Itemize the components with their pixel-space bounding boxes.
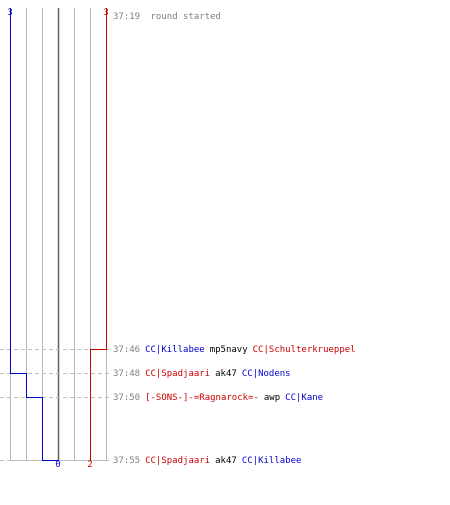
event-row: 37:48 CC|Spadjaari ak47 CC|Nodens <box>113 369 291 379</box>
event-row: 37:46 CC|Killabee mp5navy CC|Schulterkruepp… <box>113 345 356 355</box>
event-victim: CC|Kane <box>285 393 323 403</box>
red-team-final-count: 2 <box>87 460 92 470</box>
event-victim: CC|Nodens <box>242 369 291 379</box>
event-row: 37:55 CC|Spadjaari ak47 CC|Killabee <box>113 456 301 466</box>
blue-team-start-count: 3 <box>7 8 12 18</box>
round-start-row: 37:19 round started <box>113 12 221 22</box>
event-weapon: ak47 <box>215 456 237 466</box>
timeline-grid <box>10 8 107 461</box>
event-time: 37:46 <box>113 345 140 355</box>
event-time: 37:48 <box>113 369 140 379</box>
event-weapon: ak47 <box>215 369 237 379</box>
event-time: 37:50 <box>113 393 140 403</box>
event-weapon: awp <box>264 393 280 403</box>
event-attacker: [-SONS-]-=Ragnarock=- <box>145 393 259 403</box>
event-weapon: mp5navy <box>210 345 249 355</box>
event-list: 37:46 CC|Killabee mp5navy CC|Schulterkruepp… <box>113 345 356 466</box>
event-victim: CC|Schulterkrueppel <box>253 345 356 355</box>
event-connector-lines <box>0 349 110 461</box>
event-attacker: CC|Killabee <box>145 345 205 355</box>
event-time: 37:55 <box>113 456 140 466</box>
blue-team-alive-line <box>10 8 59 461</box>
event-victim: CC|Killabee <box>242 456 302 466</box>
red-team-start-count: 3 <box>103 8 108 18</box>
event-attacker: CC|Spadjaari <box>145 369 210 379</box>
round-start-time: 37:19 <box>113 12 140 22</box>
red-team-alive-line <box>90 8 107 461</box>
blue-team-final-count: 0 <box>55 460 60 470</box>
event-row: 37:50 [-SONS-]-=Ragnarock=- awp CC|Kane <box>113 393 323 403</box>
event-attacker: CC|Spadjaari <box>145 456 210 466</box>
round-start-label: round started <box>151 12 221 22</box>
